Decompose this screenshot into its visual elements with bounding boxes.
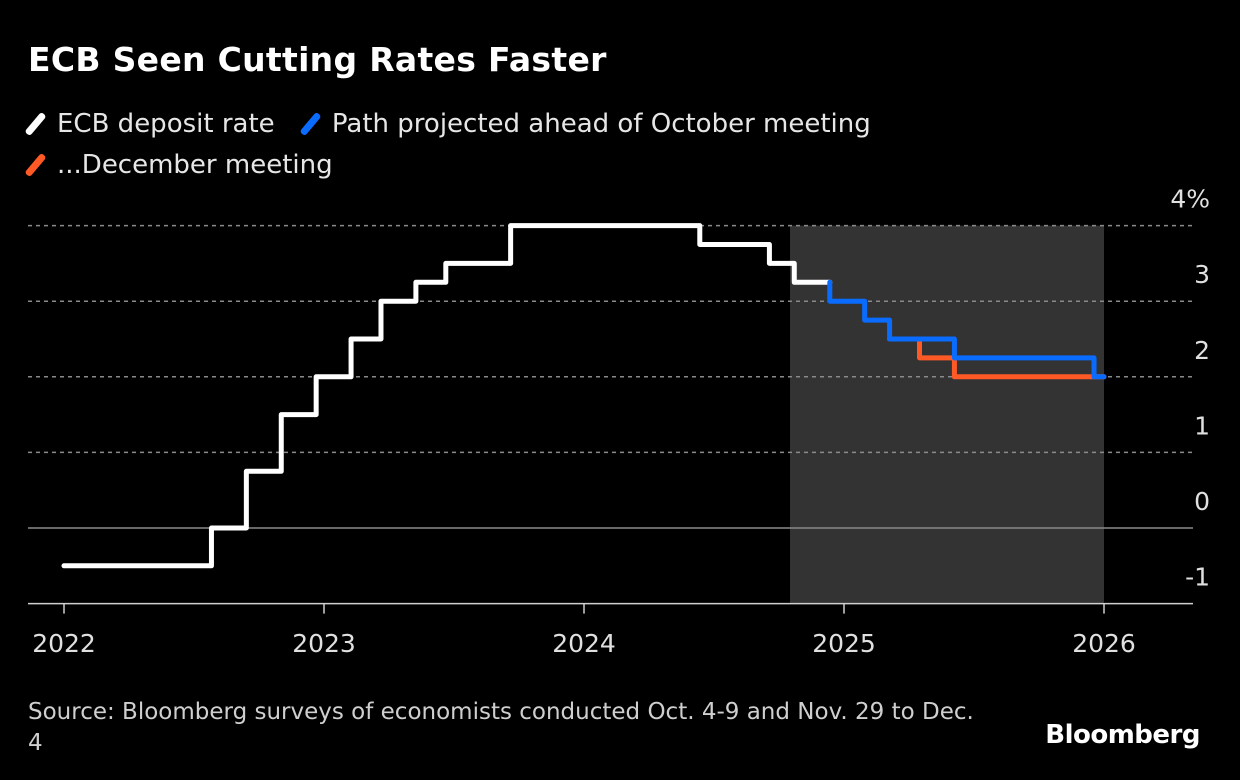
x-tick-label: 2026 (1072, 629, 1136, 658)
y-tick-label: 4% (1170, 185, 1210, 214)
legend-label: Path projected ahead of October meeting (331, 109, 871, 139)
series-line-ecb-deposit-rate (61, 223, 833, 569)
y-tick-label: 2 (1194, 336, 1210, 365)
legend-item-october-path: Path projected ahead of October meeting (297, 106, 871, 142)
x-tick-label: 2025 (812, 629, 876, 658)
bloomberg-logo: Bloomberg (1045, 720, 1200, 750)
legend-item-december-path: ...December meeting (24, 147, 333, 183)
x-tick-label: 2022 (32, 629, 96, 658)
legend-item-deposit-rate: ECB deposit rate (24, 106, 275, 142)
y-tick-label: 0 (1194, 487, 1210, 516)
legend: ECB deposit rate Path projected ahead of… (24, 106, 1178, 188)
forecast-shaded-region (790, 225, 1104, 604)
series-line-path-projected-ahead-of-october-meeting (827, 279, 1107, 380)
y-tick-label: 3 (1194, 260, 1210, 289)
x-tick-label: 2024 (552, 629, 616, 658)
legend-label: ECB deposit rate (57, 109, 275, 139)
chart-title: ECB Seen Cutting Rates Faster (28, 40, 607, 79)
source-note: Source: Bloomberg surveys of economists … (28, 699, 974, 756)
y-tick-label: 1 (1194, 411, 1210, 440)
legend-label: ...December meeting (57, 150, 333, 180)
y-tick-label: -1 (1185, 563, 1210, 592)
x-tick-label: 2023 (292, 629, 356, 658)
